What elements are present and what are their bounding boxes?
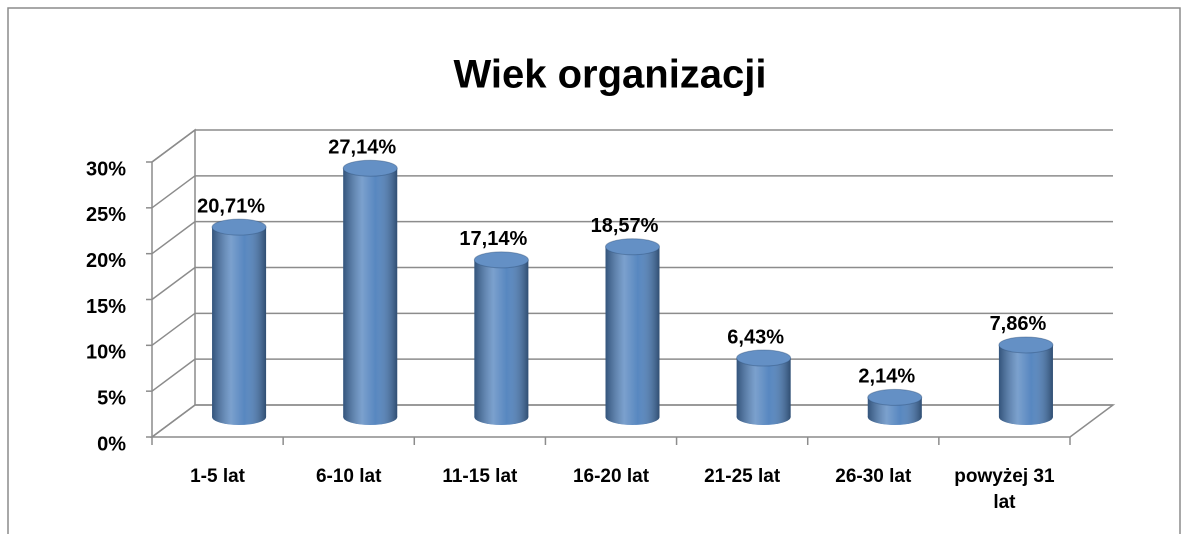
value-label: 6,43% [727,326,784,348]
grid-line [151,312,1113,346]
bar-top [343,160,398,177]
y-tick-label: 0% [97,433,126,455]
x-tick-label: 16-20 lat [572,466,650,487]
bar-shade [212,227,267,425]
x-tick-label: 1-5 lat [190,466,246,487]
bar-top-shade [342,159,398,177]
bar-shade [474,259,529,425]
bar-top [998,336,1053,353]
y-tick-label: 30% [86,158,126,180]
bar-top-shade [736,349,792,367]
grid-line [151,404,1113,438]
value-label: 7,86% [990,313,1047,335]
value-label: 18,57% [591,215,659,237]
chart-frame [7,7,1181,534]
bar-top-shade [998,336,1054,354]
grid-line [151,129,1113,163]
x-tick-label: 21-25 lat [704,466,781,487]
bar-shade [343,168,398,425]
y-tick-label: 5% [97,387,126,409]
bar-shade [605,246,660,425]
value-label: 2,14% [858,366,915,388]
bar-top [474,251,529,268]
y-tick-label: 15% [86,296,126,318]
x-tick-label: 26-30 lat [835,466,912,487]
bar-top-shade [605,238,660,256]
value-label: 17,14% [459,228,527,250]
chart-title: Wiek organizacji [453,53,766,97]
value-label: 20,71% [197,195,265,217]
y-tick-label: 10% [86,342,126,364]
y-tick-label: 20% [86,250,126,272]
bar-top-shade [211,218,267,236]
value-label: 27,14% [328,136,396,158]
bar-top [605,238,660,255]
bar-top [212,219,267,236]
x-tick-label: 11-15 lat [442,466,518,487]
x-tick-label: 6-10 lat [315,466,382,487]
x-tick-label: powyżej 31 lat [954,466,1055,513]
bar-top-shade [473,251,529,269]
bar-shade [736,358,791,425]
grid-line [151,358,1113,392]
bar-top-shade [867,388,923,406]
y-tick-label: 25% [86,204,126,226]
bar-top [867,389,922,406]
bar-shade [998,344,1053,425]
grid-line [151,266,1113,301]
grid-line [151,175,1113,209]
bar-top [736,350,791,367]
grid-line [151,220,1113,255]
